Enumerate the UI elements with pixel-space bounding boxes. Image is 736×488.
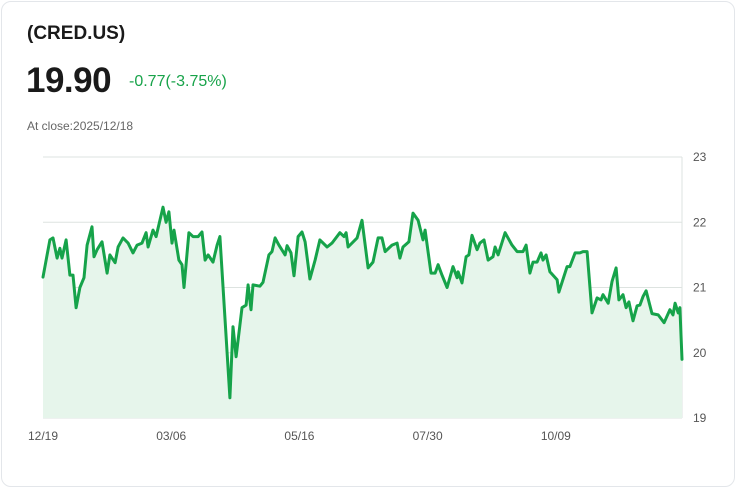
- x-tick-label: 05/16: [284, 429, 314, 443]
- y-tick-label: 22: [693, 215, 707, 229]
- last-price: 19.90: [26, 61, 112, 100]
- x-tick-label: 03/06: [156, 429, 186, 443]
- price-area-fill: [43, 207, 682, 418]
- price-line: [41, 205, 684, 400]
- close-date: At close:2025/12/18: [27, 119, 134, 133]
- y-tick-label: 19: [693, 411, 707, 425]
- ticker-symbol: (CRED.US): [27, 23, 126, 44]
- y-tick-label: 21: [693, 281, 707, 295]
- x-tick-label: 07/30: [413, 429, 443, 443]
- y-tick-label: 23: [693, 150, 707, 164]
- x-tick-label: 12/19: [28, 429, 58, 443]
- x-tick-label: 10/09: [541, 429, 571, 443]
- price-change: -0.77(-3.75%): [129, 73, 227, 90]
- y-tick-label: 20: [693, 346, 707, 360]
